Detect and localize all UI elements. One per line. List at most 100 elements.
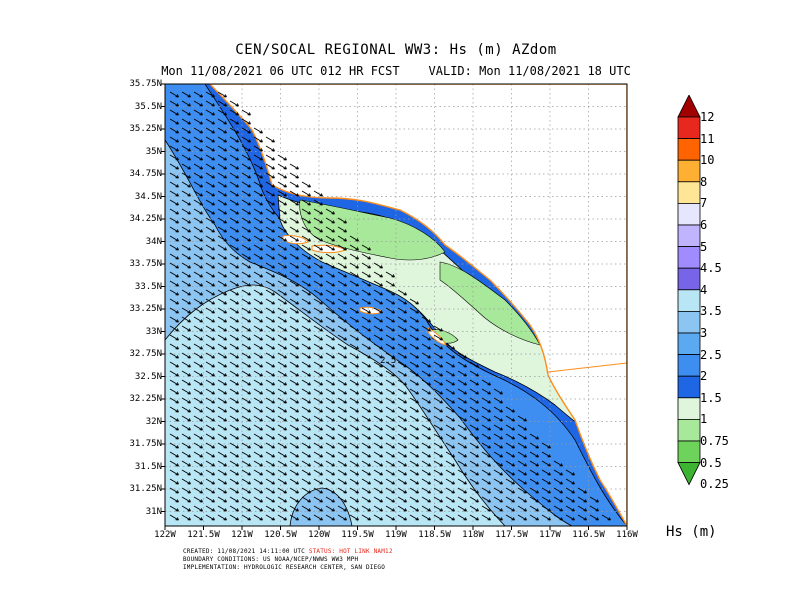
wave-arrow [445,514,455,521]
wave-arrow [457,379,467,386]
wave-arrow [205,397,215,404]
wave-arrow [181,433,191,440]
wave-arrow [217,235,227,242]
wave-arrow [193,433,203,440]
wave-arrow [565,505,575,512]
wave-arrow [181,397,191,404]
colorbar-level-label: 1.5 [700,390,722,405]
wave-arrow [217,334,227,341]
wave-arrow [181,226,191,233]
wave-arrow [169,262,179,269]
wave-arrow [265,145,275,152]
wave-arrow [277,505,287,512]
wave-arrow [397,451,407,458]
wave-arrow [253,334,263,341]
wave-arrow [325,298,335,305]
wave-arrow [241,271,251,278]
lat-label: 33.75N [129,259,162,269]
wave-arrow [193,235,203,242]
wave-arrow [433,424,443,431]
wave-arrow [553,469,563,476]
wave-arrow [265,190,275,197]
wave-arrow [397,334,407,341]
wave-arrow [433,451,443,458]
wave-arrow [337,316,347,323]
wave-arrow [277,334,287,341]
wave-arrow [397,496,407,503]
lat-label: 31.25N [129,484,162,494]
wave-arrow [229,280,239,287]
wave-arrow [349,235,359,242]
wave-arrow [409,307,419,314]
wave-arrow [361,334,371,341]
wave-arrow [193,343,203,350]
wave-arrow [205,505,215,512]
wave-arrow [337,244,347,251]
wave-arrow [253,361,263,368]
wave-arrow [193,172,203,179]
wave-arrow [409,361,419,368]
wave-arrow [169,91,179,98]
wave-arrow [229,145,239,152]
wave-arrow [385,451,395,458]
wave-arrow [517,514,527,521]
wave-arrow [253,127,263,134]
wave-arrow [337,379,347,386]
wave-arrow [265,352,275,359]
footer-implementation-line: IMPLEMENTATION: HYDROLOGIC RESEARCH CENT… [183,564,386,571]
wave-arrow [421,433,431,440]
colorbar-bottom-arrow [677,462,701,486]
wave-arrow [337,343,347,350]
wave-arrow [289,199,299,206]
wave-arrow [529,514,539,521]
wave-arrow [265,505,275,512]
wave-arrow [337,397,347,404]
wave-arrow [229,235,239,242]
wave-arrow [241,424,251,431]
colorbar-swatch [677,246,701,269]
wave-arrow [289,487,299,494]
wave-arrow [169,406,179,413]
wave-arrow [409,298,419,305]
wave-arrow [529,442,539,449]
lon-label: 119.5W [341,530,374,540]
wave-arrow [313,397,323,404]
wave-arrow [493,487,503,494]
border-line [547,362,627,373]
wave-arrow [265,415,275,422]
wave-arrow [409,406,419,413]
wave-arrow [193,406,203,413]
wave-arrow [205,379,215,386]
wave-arrow [289,361,299,368]
wave-arrow [445,505,455,512]
wave-arrow [457,352,467,359]
wave-arrow [169,478,179,485]
wave-arrow [445,352,455,359]
wave-arrow [229,424,239,431]
wave-arrow [229,181,239,188]
wave-arrow [181,496,191,503]
wave-arrow [205,280,215,287]
wave-arrow [217,208,227,215]
wave-arrow [253,442,263,449]
wave-arrow [385,469,395,476]
wave-arrow [229,433,239,440]
wave-arrow [457,370,467,377]
wave-arrow [361,433,371,440]
wave-arrow [385,316,395,323]
wave-arrow [349,397,359,404]
wave-arrow [469,469,479,476]
colorbar-level-label: 10 [700,153,715,168]
wave-arrow [457,397,467,404]
colorbar-level-label: 0.5 [700,455,722,470]
wave-arrow [373,262,383,269]
lat-label: 35.5N [134,101,162,112]
wave-arrow [361,271,371,278]
wave-arrow [169,118,179,125]
wave-arrow [589,496,599,503]
wave-arrow [493,433,503,440]
wave-arrow [229,334,239,341]
wave-arrow [529,487,539,494]
wave-arrow [193,91,203,98]
wave-arrow [253,406,263,413]
